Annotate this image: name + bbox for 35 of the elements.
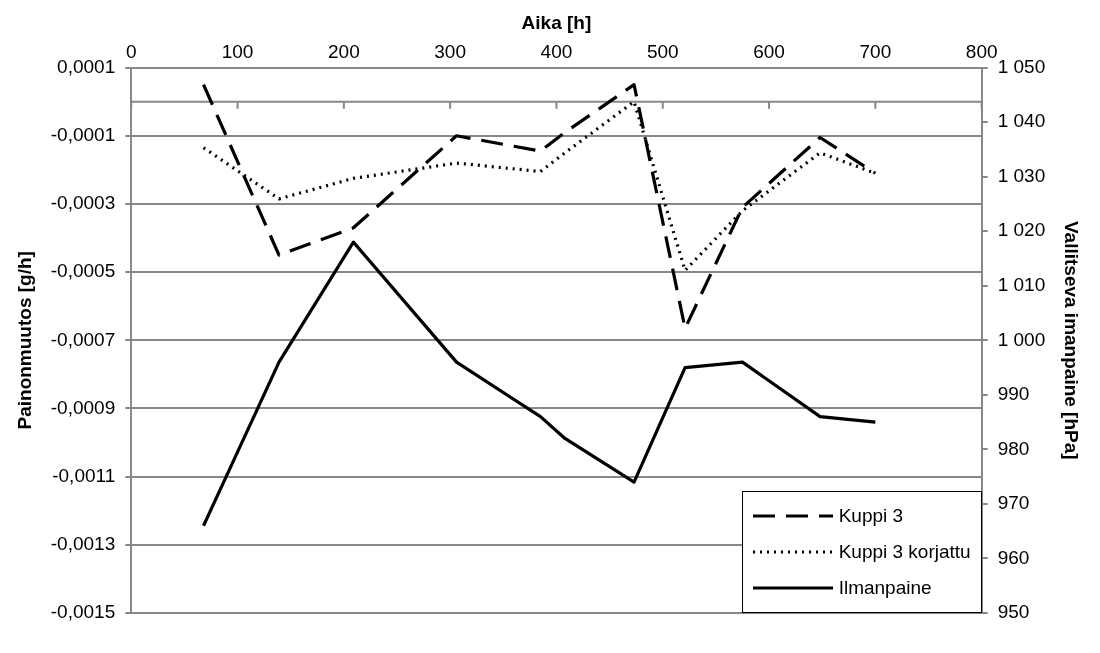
legend-label: Kuppi 3 korjattu — [838, 541, 971, 563]
x-tick-label: 700 — [859, 41, 892, 63]
y2-tick-label: 950 — [997, 601, 1030, 623]
y2-tick-label: 990 — [997, 383, 1030, 405]
y-tick-label: -0,0013 — [50, 533, 116, 555]
x-axis-title: Aika [h] — [521, 11, 592, 33]
x-tick-label: 300 — [434, 41, 466, 63]
y-tick-label: -0,0007 — [50, 328, 116, 350]
y-tick-label: -0,0005 — [50, 260, 116, 282]
y2-tick-label: 1 000 — [997, 328, 1046, 350]
x-tick-label: 200 — [327, 41, 360, 63]
legend-label: Kuppi 3 — [838, 505, 904, 527]
x-tick-label: 0 — [125, 41, 137, 63]
y2-tick-label: 1 010 — [997, 273, 1046, 295]
y-tick-label: -0,0015 — [50, 601, 116, 623]
y2-tick-label: 960 — [997, 546, 1030, 568]
x-tick-label: 400 — [540, 41, 573, 63]
y2-tick-label: 1 020 — [997, 219, 1046, 241]
legend-label: Ilmanpaine — [838, 577, 932, 599]
y2-axis-title: Vallitseva imanpaine [hPa] — [1061, 220, 1083, 460]
y2-tick-label: 1 040 — [997, 110, 1046, 132]
y-tick-label: 0,0001 — [57, 55, 116, 77]
x-tick-label: 800 — [965, 41, 998, 63]
y-tick-label: -0,0011 — [52, 464, 116, 486]
y-tick-label: -0,0001 — [50, 124, 116, 146]
y2-tick-label: 1 030 — [997, 164, 1046, 186]
x-tick-label: 500 — [646, 41, 679, 63]
x-tick-label: 100 — [221, 41, 254, 63]
y-tick-label: -0,0003 — [50, 192, 116, 214]
y-tick-label: -0,0009 — [50, 396, 116, 418]
x-tick-label: 600 — [753, 41, 785, 63]
y2-tick-label: 1 050 — [997, 55, 1046, 77]
y-axis-title: Painonmuutos [g/h] — [13, 251, 35, 430]
y2-tick-label: 970 — [997, 492, 1030, 514]
y2-tick-label: 980 — [997, 437, 1030, 459]
